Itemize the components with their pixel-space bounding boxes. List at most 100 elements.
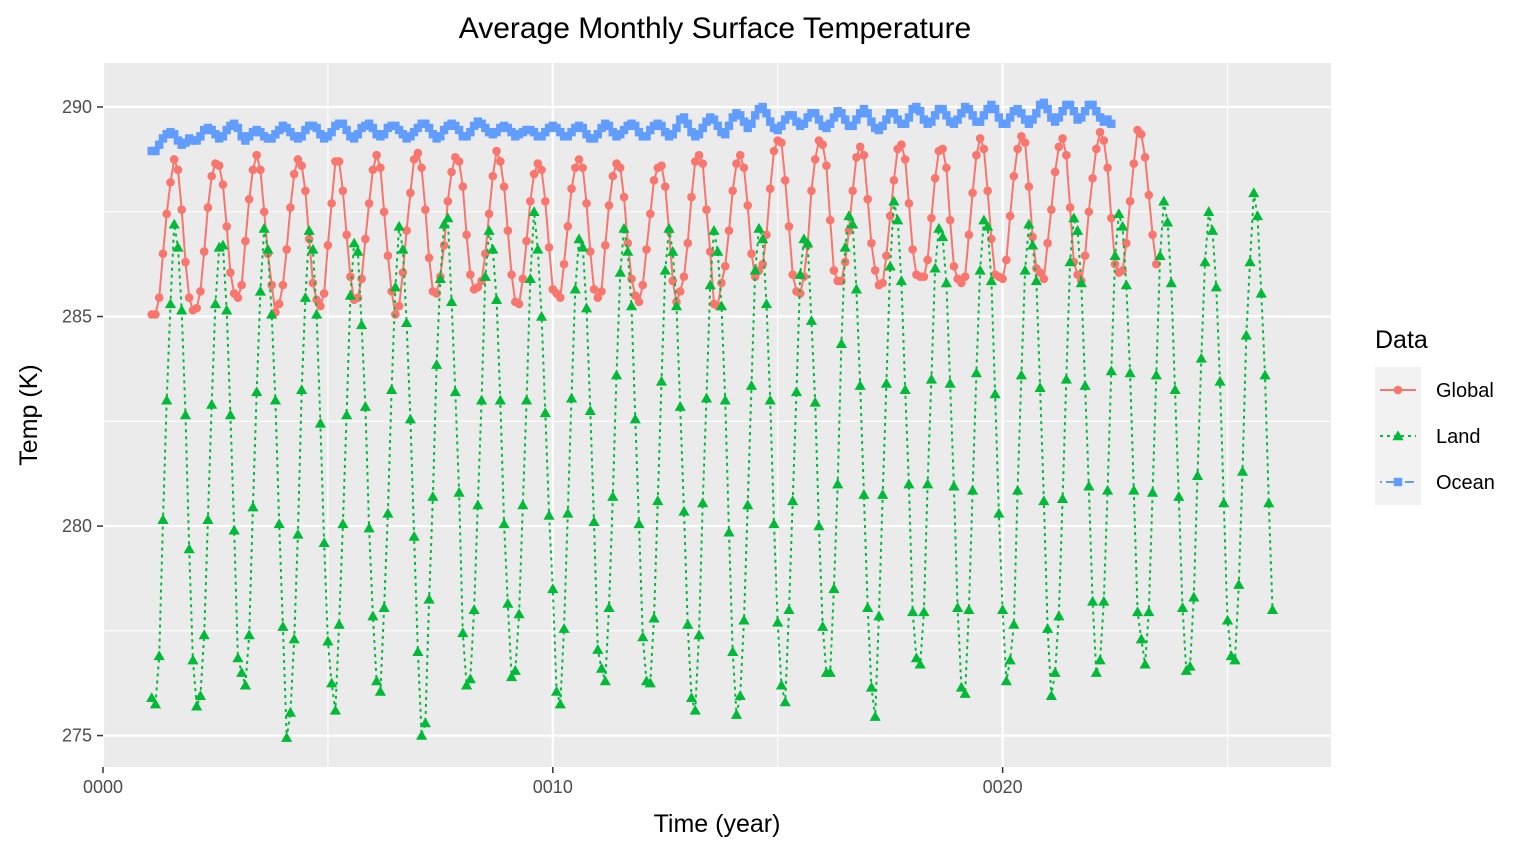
data-point xyxy=(882,251,891,261)
data-point xyxy=(1184,660,1196,671)
data-point xyxy=(979,111,989,120)
data-point xyxy=(870,266,880,275)
data-point xyxy=(878,278,887,288)
data-point xyxy=(994,113,1004,122)
data-point xyxy=(378,602,390,612)
data-point xyxy=(717,278,726,288)
data-point xyxy=(389,281,401,292)
data-point xyxy=(368,123,378,133)
data-point xyxy=(813,520,825,531)
data-point xyxy=(1263,497,1275,508)
data-point xyxy=(1244,256,1256,267)
y-tick-label: 280 xyxy=(62,516,92,536)
data-point xyxy=(720,261,730,271)
data-point xyxy=(593,130,602,139)
data-point xyxy=(1017,109,1026,118)
data-point xyxy=(228,524,240,535)
data-point xyxy=(938,144,947,154)
data-point xyxy=(1054,113,1064,122)
data-point xyxy=(233,293,243,302)
data-point xyxy=(1199,256,1211,267)
data-point xyxy=(311,308,323,319)
data-point xyxy=(569,283,581,294)
data-point xyxy=(177,205,187,214)
data-point xyxy=(1084,207,1094,217)
data-point xyxy=(674,401,686,411)
data-point xyxy=(1045,690,1057,700)
data-point xyxy=(322,635,334,646)
data-point xyxy=(1255,287,1267,298)
data-point xyxy=(1129,159,1139,168)
data-point xyxy=(615,163,625,173)
data-point xyxy=(863,194,872,204)
data-point xyxy=(266,308,278,319)
data-point xyxy=(1049,667,1061,677)
data-point xyxy=(787,495,799,506)
data-point xyxy=(1077,113,1086,122)
data-point xyxy=(492,146,501,156)
data-point xyxy=(484,209,494,219)
data-point xyxy=(627,274,636,284)
data-point xyxy=(408,530,420,541)
data-point xyxy=(323,240,333,250)
data-point xyxy=(487,243,499,254)
data-point xyxy=(687,192,696,202)
data-point xyxy=(466,270,475,279)
data-point xyxy=(644,677,656,688)
data-point xyxy=(1019,264,1031,275)
data-point xyxy=(503,226,513,235)
data-point xyxy=(1064,256,1076,267)
data-point xyxy=(222,222,231,231)
data-point xyxy=(942,111,951,120)
data-point xyxy=(610,369,623,380)
data-point xyxy=(672,123,681,133)
data-point xyxy=(573,233,585,244)
data-point xyxy=(578,163,588,173)
data-point xyxy=(884,260,896,271)
data-point xyxy=(897,140,906,150)
data-point xyxy=(297,161,306,170)
data-point xyxy=(862,602,874,612)
data-point xyxy=(817,621,829,631)
data-point xyxy=(1092,106,1101,116)
data-point xyxy=(202,514,214,524)
data-point xyxy=(416,729,428,740)
data-point xyxy=(743,201,753,210)
data-point xyxy=(517,499,529,510)
data-point xyxy=(1024,182,1034,191)
data-point xyxy=(652,495,664,506)
data-point xyxy=(226,268,235,277)
data-point xyxy=(438,218,450,229)
data-point xyxy=(1229,654,1241,665)
data-point xyxy=(957,109,966,118)
data-point xyxy=(1039,98,1049,108)
data-point xyxy=(822,161,831,170)
data-point xyxy=(1146,486,1159,497)
data-point xyxy=(1107,119,1116,128)
data-point xyxy=(337,518,349,529)
data-point xyxy=(949,261,959,271)
data-point xyxy=(363,522,375,533)
data-point xyxy=(488,171,498,181)
data-point xyxy=(170,130,179,139)
data-point xyxy=(367,610,379,621)
data-point xyxy=(460,679,473,690)
data-point xyxy=(356,319,368,330)
data-point xyxy=(982,220,994,231)
data-point xyxy=(780,176,790,185)
data-point xyxy=(998,274,1007,284)
data-point xyxy=(663,222,675,233)
data-point xyxy=(254,285,267,296)
data-point xyxy=(828,583,840,594)
data-point xyxy=(927,117,936,126)
data-point xyxy=(558,623,570,633)
data-point xyxy=(877,489,889,499)
y-axis-title: Temp (K) xyxy=(15,364,43,465)
data-point xyxy=(289,169,299,179)
data-point xyxy=(919,272,929,282)
data-point xyxy=(376,163,385,173)
data-point xyxy=(638,280,648,290)
data-point xyxy=(1259,369,1271,380)
data-point xyxy=(683,238,693,248)
